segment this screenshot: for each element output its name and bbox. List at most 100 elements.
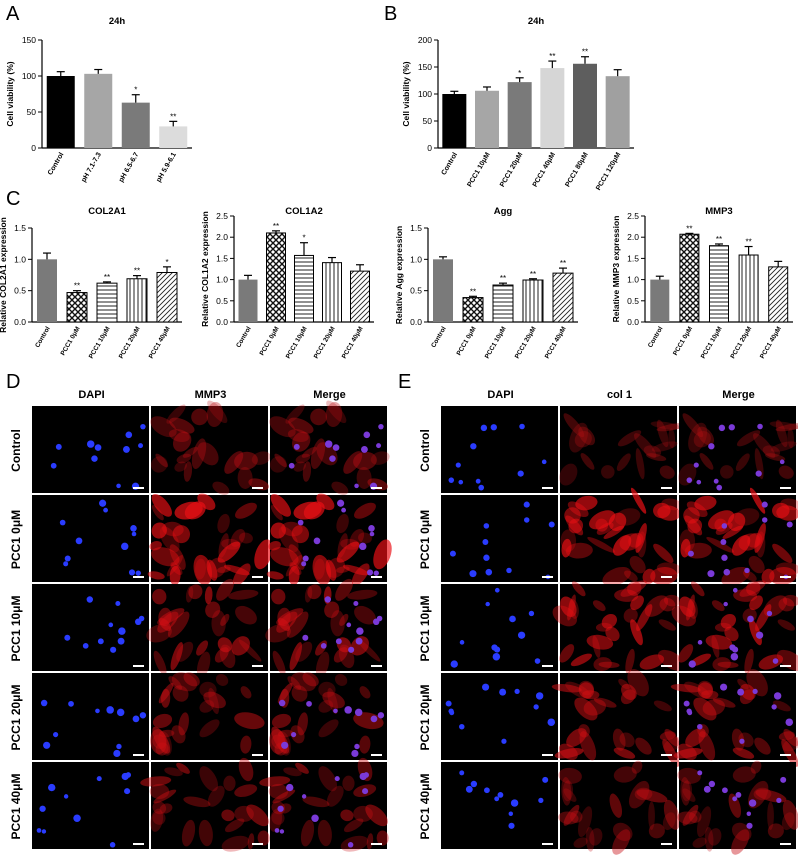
cell-cytoplasm bbox=[354, 502, 376, 519]
nucleus bbox=[478, 484, 485, 491]
cell-cytoplasm bbox=[271, 588, 286, 605]
cell-cytoplasm bbox=[635, 523, 647, 553]
micrograph-tile bbox=[441, 495, 558, 582]
cell-cytoplasm bbox=[151, 522, 167, 539]
cell-cytoplasm bbox=[634, 787, 653, 801]
micrograph-tile bbox=[677, 760, 798, 855]
significance-label: ** bbox=[582, 48, 588, 57]
nucleus bbox=[720, 539, 727, 545]
row-label: PCC1 0μM bbox=[9, 510, 23, 569]
cell-cytoplasm bbox=[234, 712, 265, 730]
cell-cytoplasm bbox=[160, 688, 171, 708]
nucleus bbox=[687, 550, 694, 557]
cell-cytoplasm bbox=[625, 648, 635, 674]
nucleus bbox=[68, 700, 74, 707]
bar bbox=[433, 259, 453, 322]
cell-cytoplasm bbox=[612, 728, 626, 751]
scale-bar bbox=[371, 487, 382, 489]
nucleus bbox=[747, 615, 754, 623]
category-label: PCC1 40μM bbox=[341, 326, 365, 360]
cell-cytoplasm bbox=[159, 803, 173, 814]
cell-cytoplasm bbox=[733, 589, 758, 602]
cell-cytoplasm bbox=[635, 737, 652, 755]
nucleus bbox=[779, 459, 785, 465]
cell-cytoplasm bbox=[662, 812, 676, 831]
nucleus bbox=[59, 519, 66, 526]
cell-cytoplasm bbox=[673, 748, 703, 759]
nucleus bbox=[117, 637, 125, 645]
nucleus bbox=[761, 501, 768, 508]
cell-cytoplasm bbox=[637, 531, 647, 558]
cell-cytoplasm bbox=[697, 426, 715, 446]
significance-label: ** bbox=[686, 224, 692, 233]
cell-cytoplasm bbox=[612, 822, 633, 841]
cell-cytoplasm bbox=[563, 413, 585, 438]
cell-cytoplasm bbox=[269, 416, 296, 438]
nucleus bbox=[64, 634, 71, 641]
cell-cytoplasm bbox=[171, 725, 186, 744]
y-tick-label: 50 bbox=[27, 107, 37, 117]
nucleus bbox=[508, 822, 515, 829]
cell-cytoplasm bbox=[326, 557, 346, 578]
category-label: PCC1 20μM bbox=[499, 151, 524, 188]
cell-cytoplasm bbox=[754, 523, 766, 553]
nucleus bbox=[485, 601, 490, 607]
bar bbox=[679, 233, 700, 323]
cell-cytoplasm bbox=[234, 451, 258, 470]
cell-cytoplasm bbox=[633, 433, 657, 459]
y-tick-label: 0.0 bbox=[627, 317, 639, 327]
scale-bar bbox=[542, 754, 553, 756]
chart-title: Agg bbox=[494, 206, 513, 217]
tile-background bbox=[679, 762, 796, 849]
bar bbox=[46, 76, 75, 148]
category-label: PCC1 20μM bbox=[118, 326, 142, 360]
scale-bar bbox=[133, 754, 144, 756]
cell-cytoplasm bbox=[357, 639, 381, 662]
nucleus bbox=[288, 462, 295, 469]
cell-cytoplasm bbox=[307, 584, 322, 600]
panel-label-b: B bbox=[384, 3, 397, 25]
cell-cytoplasm bbox=[753, 787, 772, 801]
cell-cytoplasm bbox=[686, 501, 708, 518]
nucleus bbox=[132, 715, 140, 723]
cell-cytoplasm bbox=[571, 581, 586, 597]
panel-label-d: D bbox=[6, 371, 20, 393]
cell-cytoplasm bbox=[185, 586, 194, 603]
cell-cytoplasm bbox=[366, 833, 374, 850]
scale-bar bbox=[542, 843, 553, 845]
cell-cytoplasm bbox=[724, 626, 739, 642]
cell-cytoplasm bbox=[635, 448, 645, 480]
cell-cytoplasm bbox=[737, 678, 749, 690]
cell-cytoplasm bbox=[762, 445, 781, 458]
nucleus bbox=[746, 811, 752, 816]
cell-cytoplasm bbox=[191, 408, 208, 426]
row-label: PCC1 20μM bbox=[418, 684, 432, 750]
cell-cytoplasm bbox=[551, 684, 582, 693]
tile-background bbox=[32, 762, 149, 849]
cell-cytoplasm bbox=[215, 673, 229, 686]
cell-cytoplasm bbox=[664, 728, 680, 747]
cell-cytoplasm bbox=[295, 762, 309, 774]
nucleus bbox=[301, 561, 307, 567]
nucleus bbox=[313, 537, 321, 545]
nucleus bbox=[693, 462, 699, 468]
panel-label-c: C bbox=[6, 188, 20, 210]
cell-cytoplasm bbox=[752, 433, 776, 459]
nucleus bbox=[281, 741, 289, 749]
cell-cytoplasm bbox=[659, 597, 676, 612]
cell-cytoplasm bbox=[297, 712, 308, 736]
nucleus bbox=[324, 440, 333, 448]
cell-cytoplasm bbox=[770, 441, 797, 452]
bar bbox=[121, 102, 150, 148]
cell-cytoplasm bbox=[271, 713, 292, 728]
cell-cytoplasm bbox=[150, 808, 164, 832]
nucleus bbox=[728, 424, 735, 431]
y-axis-label: Relative COL1A2 expression bbox=[200, 211, 210, 327]
cell-cytoplasm bbox=[582, 690, 600, 700]
nucleus bbox=[470, 443, 477, 450]
scale-bar bbox=[371, 843, 382, 845]
nucleus bbox=[469, 570, 477, 578]
cell-cytoplasm bbox=[287, 429, 309, 442]
micrograph-tile bbox=[32, 762, 149, 849]
cell-cytoplasm bbox=[330, 610, 345, 637]
